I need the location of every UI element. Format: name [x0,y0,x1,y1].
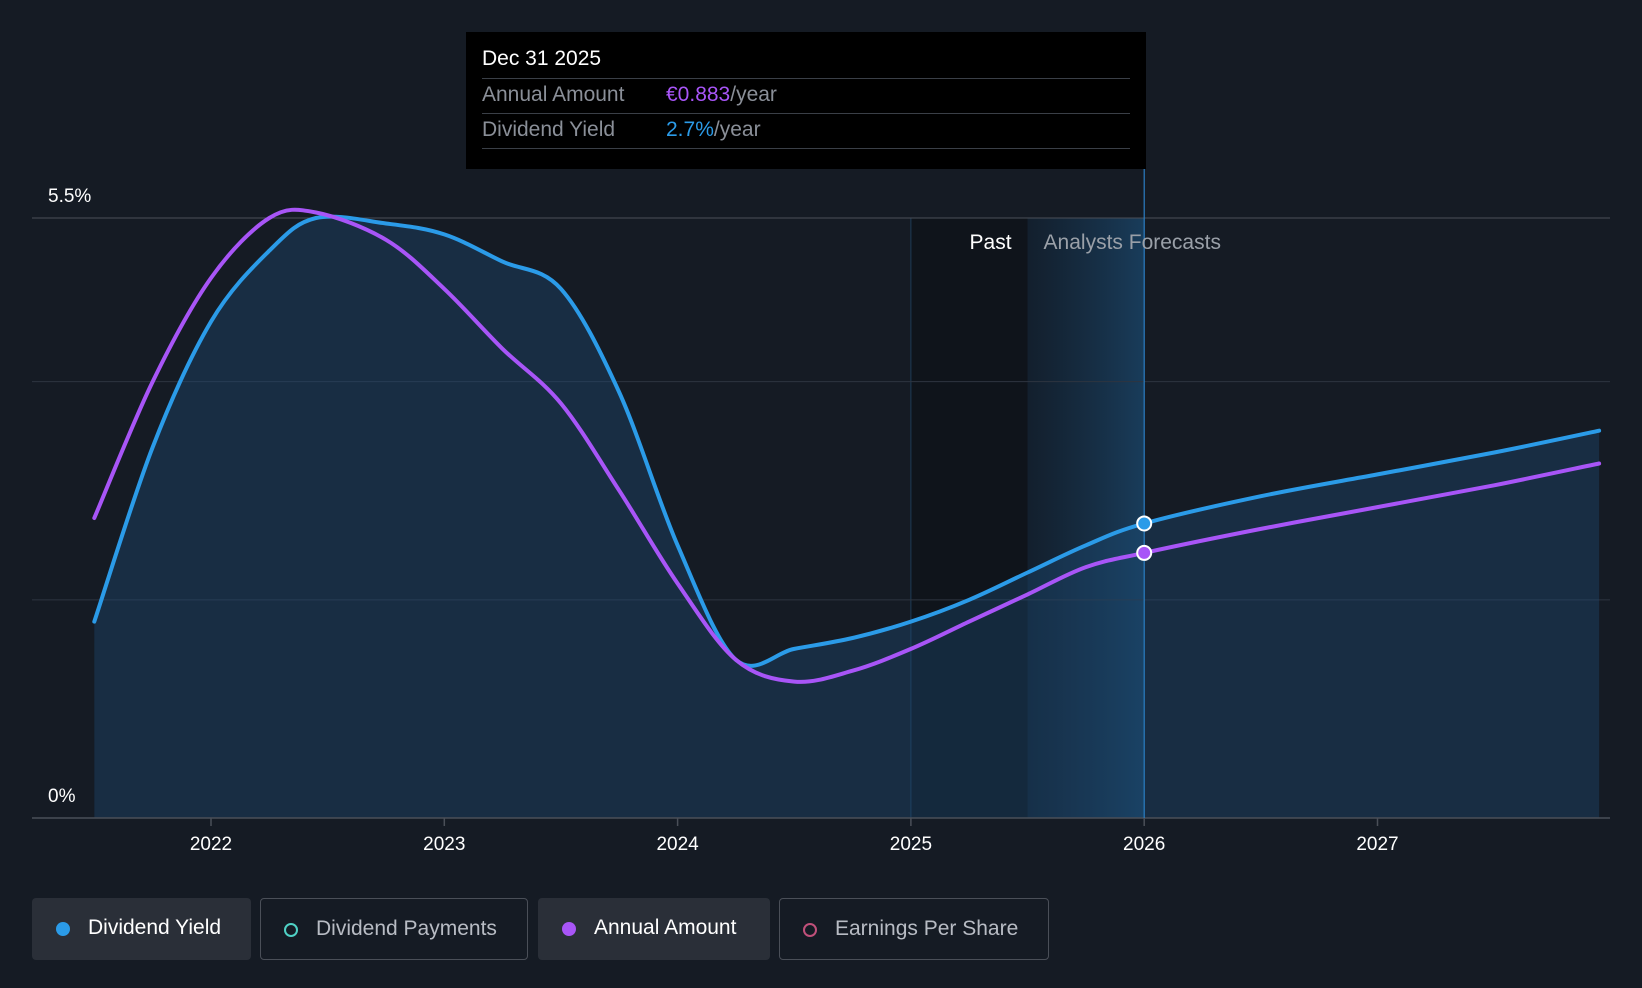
annual-amount-point [1136,544,1153,561]
tooltip-value: €0.883 [666,83,731,106]
x-tick-label: 2024 [656,834,699,855]
tooltip-unit: /year [730,83,777,106]
legend-label: Earnings Per Share [835,917,1019,940]
legend-label: Dividend Payments [316,917,497,940]
forecast-label: Analysts Forecasts [1044,231,1221,254]
legend-button-earnings-per-share[interactable]: Earnings Per Share [779,898,1049,960]
tooltip-unit: /year [713,118,761,141]
filled-dot-icon [56,922,70,936]
x-tick-label: 2025 [890,834,932,855]
x-tick-label: 2027 [1356,834,1398,855]
filled-dot-icon [562,922,576,936]
x-tick-label: 2026 [1123,834,1165,855]
x-tick-label: 2022 [190,834,232,855]
hollow-dot-icon [284,923,298,937]
hollow-dot-icon [803,923,817,937]
dividend-yield-point [1136,515,1153,532]
legend-button-annual-amount[interactable]: Annual Amount [538,898,770,960]
x-tick-label: 2023 [423,834,465,855]
legend-button-dividend-yield[interactable]: Dividend Yield [32,898,251,960]
dividend-yield-area [94,216,1600,819]
tooltip-row-dividend-yield: Dividend Yield 2.7%/year [482,113,1130,149]
y-tick-label: 0% [48,786,76,807]
past-label: Past [970,231,1012,254]
annual-amount-line [92,207,1602,684]
forecast-band [1027,218,1145,818]
legend-button-dividend-payments[interactable]: Dividend Payments [260,898,528,960]
tooltip-label: Dividend Yield [482,118,616,141]
chart-tooltip: Dec 31 2025 Annual Amount €0.883/year Di… [466,32,1146,169]
legend-label: Annual Amount [594,916,737,939]
dividend-yield-line [92,214,1602,668]
tooltip-row-annual-amount: Annual Amount €0.883/year [482,78,1130,113]
tooltip-label: Annual Amount [482,83,625,106]
tooltip-value: 2.7% [666,118,714,141]
y-tick-label: 5.5% [48,186,91,207]
legend-label: Dividend Yield [88,916,222,939]
tooltip-date: Dec 31 2025 [482,47,602,70]
